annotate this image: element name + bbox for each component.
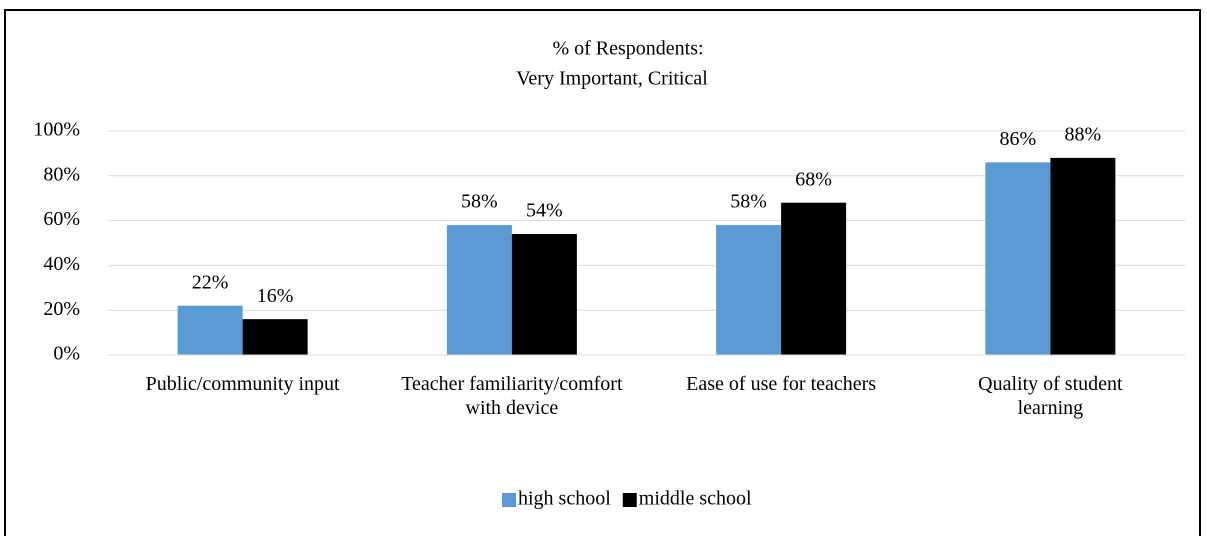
x-tick-label: Ease of use for teachers [686,373,877,395]
x-tick-label: Teacher familiarity/comfort with device [401,373,623,419]
chart-title: Very Important, Critical [516,68,708,90]
chart-title: % of Respondents: [552,38,703,60]
y-tick-label: 0% [53,343,80,365]
data-label: 58% [461,191,498,213]
data-label: 88% [1065,123,1102,145]
legend-label: high school [518,488,611,510]
bar [242,319,308,355]
data-label: 54% [526,200,563,222]
bar [177,305,243,355]
data-label: 22% [192,271,229,293]
y-tick-label: 100% [33,119,80,141]
legend-swatch [622,493,637,507]
data-label: 16% [257,285,294,307]
bar [781,202,847,355]
x-tick-label: Quality of student learning [978,373,1123,419]
y-tick-label: 20% [43,298,80,320]
y-tick-label: 80% [43,163,80,185]
bar [985,162,1051,355]
data-label: 58% [730,191,767,213]
bar [511,234,577,355]
data-label: 86% [1000,128,1037,150]
y-tick-label: 40% [43,253,80,275]
legend-label: middle school [639,488,752,510]
bar [1050,157,1116,355]
data-label: 68% [795,168,832,190]
x-tick-label: Public/community input [145,373,340,395]
y-tick-label: 60% [43,208,80,230]
legend-swatch [502,493,516,507]
bar [716,225,782,355]
bar [446,225,512,355]
